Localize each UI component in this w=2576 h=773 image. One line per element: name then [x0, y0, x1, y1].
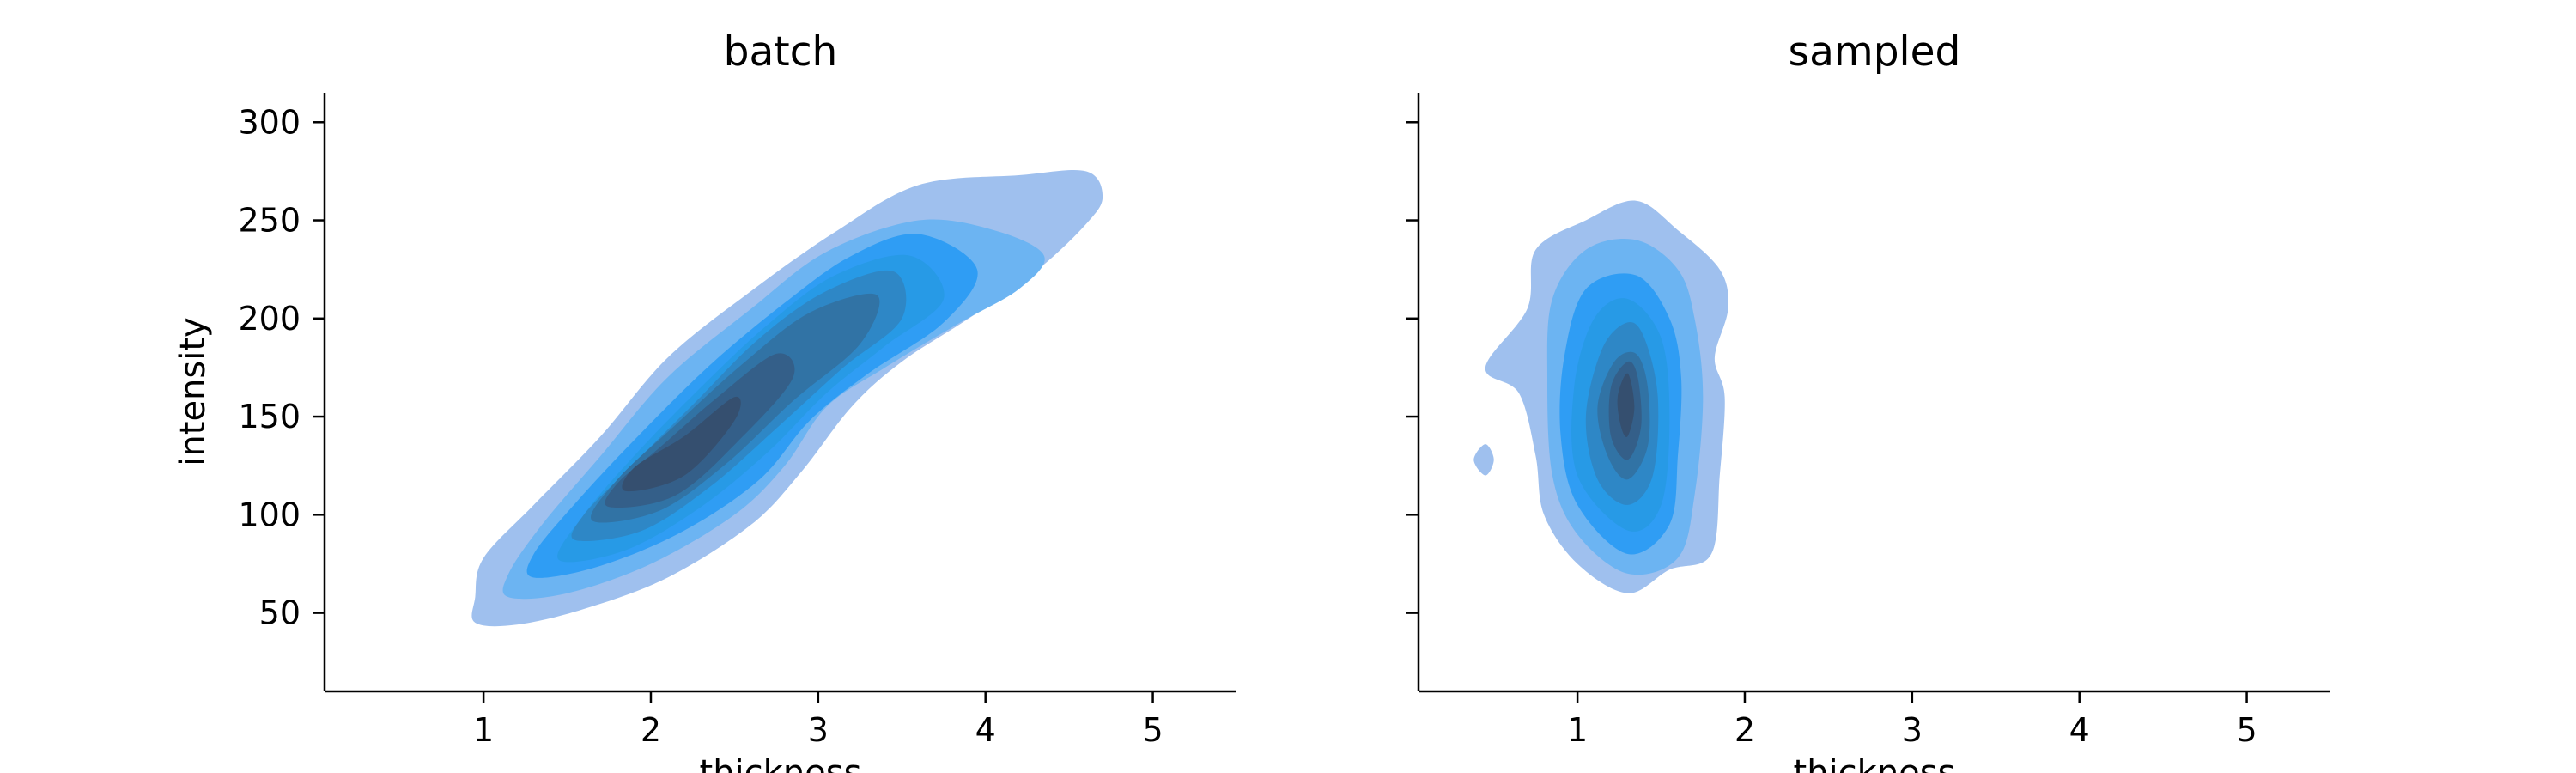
y-axis-label: intensity [173, 317, 213, 466]
density-contours [1473, 200, 1728, 593]
density-level-8 [1617, 373, 1635, 437]
y-tick-label: 100 [238, 496, 301, 533]
y-ticks: 50 100 150 200 250 300 [238, 103, 325, 632]
y-tick-label: 50 [259, 594, 301, 632]
x-tick-label: 5 [2236, 711, 2257, 749]
x-ticks: 1 2 3 4 5 [473, 691, 1163, 749]
x-tick-label: 3 [808, 711, 829, 749]
x-tick-label: 3 [1902, 711, 1923, 749]
panel-sampled: 1 2 3 4 5 sampled thickness [1406, 28, 2330, 773]
density-level-7 [622, 396, 741, 492]
x-tick-label: 2 [641, 711, 661, 749]
x-tick-label: 2 [1735, 711, 1755, 749]
x-tick-label: 4 [2069, 711, 2090, 749]
x-tick-label: 4 [975, 711, 996, 749]
y-tick-label: 200 [238, 300, 301, 338]
x-tick-label: 1 [1567, 711, 1588, 749]
density-level-1 [1473, 444, 1494, 476]
x-tick-label: 1 [473, 711, 494, 749]
x-axis-label: thickness [1794, 753, 1956, 773]
density-contours [471, 169, 1103, 627]
x-ticks: 1 2 3 4 5 [1567, 691, 2257, 749]
y-tick-label: 150 [238, 398, 301, 435]
y-tick-label: 300 [238, 103, 301, 141]
x-tick-label: 5 [1142, 711, 1163, 749]
x-axis-label: thickness [700, 753, 862, 773]
y-ticks [1406, 121, 1419, 614]
panel-title: batch [724, 28, 838, 76]
panel-title: sampled [1789, 28, 1961, 76]
y-tick-label: 250 [238, 202, 301, 240]
